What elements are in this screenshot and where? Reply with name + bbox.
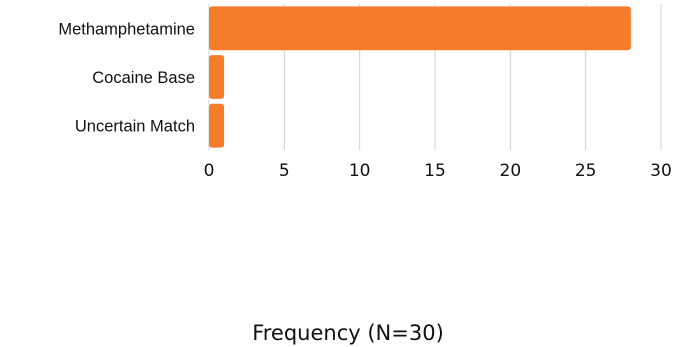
x-tick-label: 0 <box>204 161 215 181</box>
bar-methamphetamine <box>209 6 631 51</box>
bar-cocaine-base <box>209 55 225 99</box>
x-tick-labels: 0 5 10 15 20 25 30 <box>204 161 672 181</box>
category-label: Cocaine Base <box>92 69 195 87</box>
bars <box>209 6 631 148</box>
category-labels: Methamphetamine Cocaine Base Uncertain Mat… <box>58 20 195 135</box>
bar-uncertain-match <box>209 103 225 148</box>
x-tick-label: 20 <box>500 161 522 181</box>
x-axis-title: Frequency (N=30) <box>252 321 444 345</box>
category-label: Methamphetamine <box>58 20 195 38</box>
x-tick-label: 5 <box>279 161 290 181</box>
x-tick-label: 30 <box>650 161 672 181</box>
x-tick-label: 25 <box>575 161 597 181</box>
x-tick-label: 15 <box>424 161 446 181</box>
x-tick-label: 10 <box>349 161 371 181</box>
category-label: Uncertain Match <box>75 118 195 136</box>
